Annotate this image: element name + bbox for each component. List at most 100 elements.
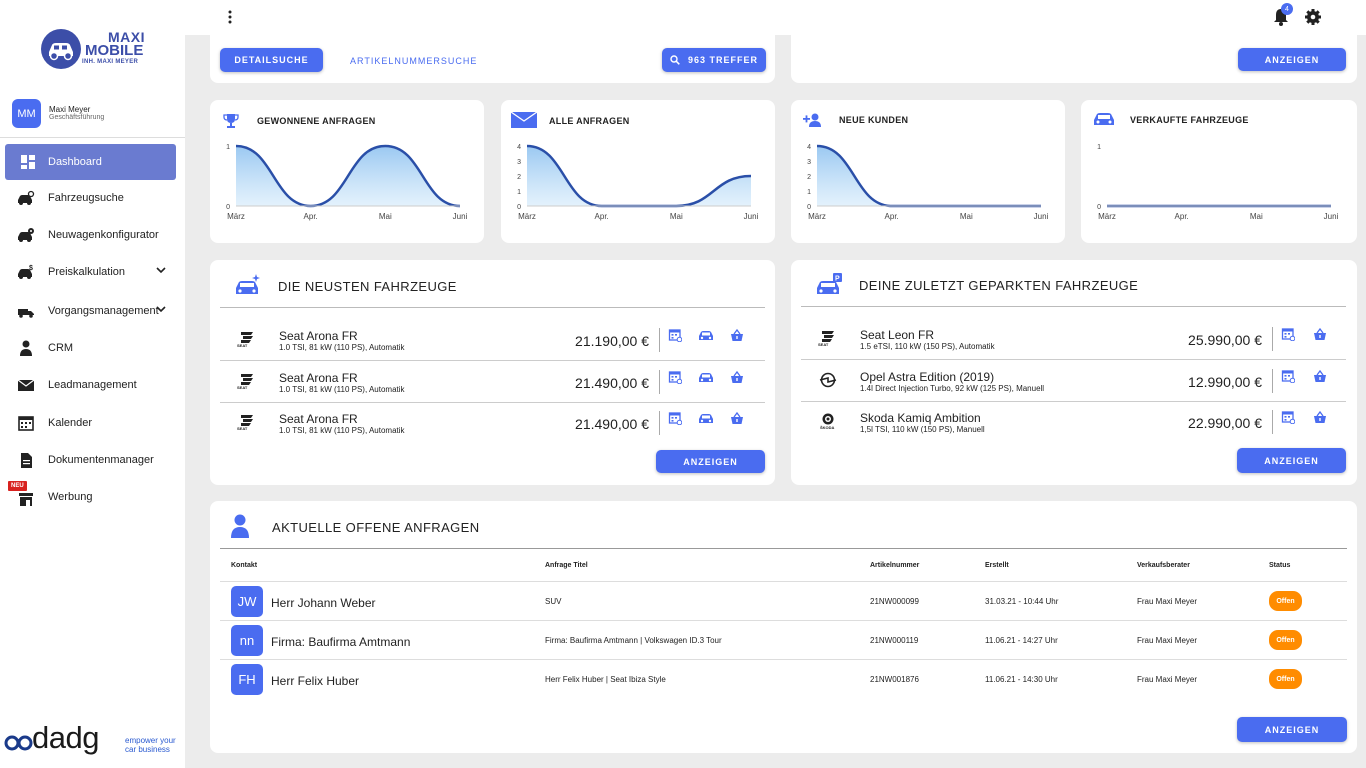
car-action-icon[interactable] xyxy=(698,411,714,425)
contact-name[interactable]: Herr Felix Huber xyxy=(271,674,360,688)
more-vert-icon[interactable] xyxy=(226,10,234,24)
table-row[interactable]: FH Herr Felix Huber Herr Felix Huber | Sea… xyxy=(220,660,1347,699)
car-action-icon[interactable] xyxy=(698,370,714,384)
calendar-action-icon[interactable] xyxy=(668,328,683,343)
footer-tagline-2: car business xyxy=(125,745,170,754)
divider xyxy=(801,306,1346,307)
detail-search-button[interactable]: DETAILSUCHE xyxy=(220,48,323,72)
article-number: 21NW000119 xyxy=(870,636,919,645)
calendar-action-icon[interactable] xyxy=(1281,410,1296,425)
contact-name[interactable]: Firma: Baufirma Amtmann xyxy=(271,635,411,649)
divider xyxy=(220,548,1347,549)
vehicle-name[interactable]: Seat Arona FR xyxy=(279,412,358,426)
vehicle-row[interactable]: SEAT Seat Arona FR 1.0 TSI, 81 kW (110 PS)… xyxy=(220,402,765,444)
basket-action-icon[interactable] xyxy=(1313,410,1327,424)
sidebar-item-label: Dokumentenmanager xyxy=(48,454,154,466)
vehicle-row[interactable]: SEAT Seat Arona FR 1.0 TSI, 81 kW (110 PS)… xyxy=(220,319,765,361)
x-tick-label: Apr. xyxy=(885,212,899,221)
sidebar-item-fahrzeugsuche[interactable]: Fahrzeugsuche xyxy=(0,180,185,216)
vehicle-row[interactable]: SEAT Seat Leon FR 1.5 eTSI, 110 kW (150 PS… xyxy=(801,318,1346,360)
chevron-down-icon[interactable] xyxy=(156,305,166,313)
parked-car-icon: P xyxy=(817,273,842,294)
y-tick-label: 1 xyxy=(1097,144,1101,151)
calendar-action-icon[interactable] xyxy=(1281,369,1296,383)
article-search-tab[interactable]: ARTIKELNUMMERSUCHE xyxy=(350,56,478,66)
search-card: DETAILSUCHE ARTIKELNUMMERSUCHE 963 TREFF… xyxy=(210,35,775,83)
user-profile[interactable]: MM Maxi Meyer Geschäftsführung xyxy=(12,99,182,129)
table-row[interactable]: JW Herr Johann Weber SUV 21NW000099 31.03.21… xyxy=(220,582,1347,621)
column-header[interactable]: Verkaufsberater xyxy=(1137,562,1190,569)
column-header[interactable]: Status xyxy=(1269,562,1291,569)
vehicle-name[interactable]: Seat Arona FR xyxy=(279,370,358,385)
section-title: AKTUELLE OFFENE ANFRAGEN xyxy=(272,520,480,535)
column-header[interactable]: Kontakt xyxy=(231,562,258,569)
show-button[interactable]: ANZEIGEN xyxy=(1238,48,1346,71)
footer-logo-text: dadg xyxy=(32,720,99,755)
basket-action-icon[interactable] xyxy=(1313,369,1327,383)
y-tick-label: 0 xyxy=(1097,204,1101,211)
status-badge[interactable]: Offen xyxy=(1269,591,1302,611)
y-tick-label: 0 xyxy=(226,204,230,211)
calendar-action-icon[interactable] xyxy=(668,370,683,384)
column-header[interactable]: Anfrage Titel xyxy=(545,562,588,569)
sidebar-item-label: Dashboard xyxy=(48,156,102,168)
sidebar-item-crm[interactable]: CRM xyxy=(0,330,185,366)
show-button[interactable]: ANZEIGEN xyxy=(656,450,765,473)
sidebar-item-label: Preiskalkulation xyxy=(48,266,126,278)
sales-advisor: Frau Maxi Meyer xyxy=(1137,597,1198,606)
sales-advisor: Frau Maxi Meyer xyxy=(1137,675,1198,684)
sidebar-item-vorgangsmanagement[interactable]: Vorgangsmanagement xyxy=(0,293,185,329)
divider xyxy=(1272,410,1273,434)
contact-name[interactable]: Herr Johann Weber xyxy=(271,596,376,610)
chevron-down-icon[interactable] xyxy=(156,266,166,274)
dashboard-icon xyxy=(21,155,35,169)
y-tick-label: 4 xyxy=(517,144,521,151)
basket-action-icon[interactable] xyxy=(730,411,744,425)
sidebar-item-preiskalkulation[interactable]: $ Preiskalkulation xyxy=(0,254,185,290)
basket-action-icon[interactable] xyxy=(730,328,744,342)
vehicle-row[interactable]: SEAT Seat Arona FR 1.0 TSI, 81 kW (110 PS)… xyxy=(220,361,765,403)
car-price-icon: $ xyxy=(18,265,33,279)
brand-logo-icon: SEAT xyxy=(817,330,839,351)
vehicle-row[interactable]: Opel Astra Edition (2019) 1.4l Direct Inj… xyxy=(801,360,1346,402)
table-row[interactable]: nn Firma: Baufirma Amtmann Firma: Baufirma… xyxy=(220,621,1347,660)
gear-icon[interactable] xyxy=(1305,9,1321,25)
vehicle-name[interactable]: Skoda Kamiq Ambition xyxy=(860,411,981,425)
calendar-action-icon[interactable] xyxy=(1281,327,1296,342)
vehicle-row[interactable]: ŠKODA Skoda Kamiq Ambition 1,5l TSI, 110 k… xyxy=(801,401,1346,443)
x-tick-label: Juni xyxy=(744,212,759,221)
calendar-action-icon[interactable] xyxy=(668,411,683,426)
y-tick-label: 3 xyxy=(517,159,521,166)
kpi-title: VERKAUFTE FAHRZEUGE xyxy=(1130,115,1249,125)
parked-vehicles-card: P DEINE ZULETZT GEPARKTEN FAHRZEUGE SEAT… xyxy=(791,260,1357,485)
vehicle-name[interactable]: Seat Leon FR xyxy=(860,328,935,342)
person-icon xyxy=(231,514,249,538)
request-title: SUV xyxy=(545,597,562,606)
created-date: 11.06.21 - 14:27 Uhr xyxy=(985,636,1058,645)
vehicle-name[interactable]: Seat Arona FR xyxy=(279,329,358,343)
sidebar-item-neuwagenkonfigurator[interactable]: Neuwagenkonfigurator xyxy=(0,217,185,253)
section-title: DEINE ZULETZT GEPARKTEN FAHRZEUGE xyxy=(859,278,1139,293)
column-header[interactable]: Erstellt xyxy=(985,562,1009,569)
sidebar-item-kalender[interactable]: Kalender xyxy=(0,405,185,441)
search-side-card: ANZEIGEN xyxy=(791,35,1357,83)
status-badge[interactable]: Offen xyxy=(1269,630,1302,650)
column-header[interactable]: Artikelnummer xyxy=(870,562,920,569)
brand-logo[interactable]: MAXI MOBILE INH. MAXI MEYER xyxy=(40,28,150,72)
sidebar-item-werbung[interactable]: NEU Werbung xyxy=(0,479,185,515)
sidebar-item-leadmanagement[interactable]: Leadmanagement xyxy=(0,367,185,403)
newest-vehicles-card: DIE NEUSTEN FAHRZEUGE SEAT Seat Arona FR 1… xyxy=(210,260,775,485)
sidebar-item-dashboard[interactable]: Dashboard xyxy=(5,144,176,180)
show-button[interactable]: ANZEIGEN xyxy=(1237,448,1346,473)
vehicle-name[interactable]: Opel Astra Edition (2019) xyxy=(860,369,995,384)
status-badge[interactable]: Offen xyxy=(1269,669,1302,689)
results-button[interactable]: 963 TREFFER xyxy=(662,48,766,72)
sidebar-item-dokumentenmanager[interactable]: Dokumentenmanager xyxy=(0,442,185,478)
basket-action-icon[interactable] xyxy=(1313,327,1327,341)
y-tick-label: 3 xyxy=(807,159,811,166)
y-tick-label: 1 xyxy=(226,144,230,151)
car-action-icon[interactable] xyxy=(698,328,714,342)
basket-action-icon[interactable] xyxy=(730,370,744,384)
brand-logo-icon xyxy=(817,372,839,393)
show-button[interactable]: ANZEIGEN xyxy=(1237,717,1347,742)
